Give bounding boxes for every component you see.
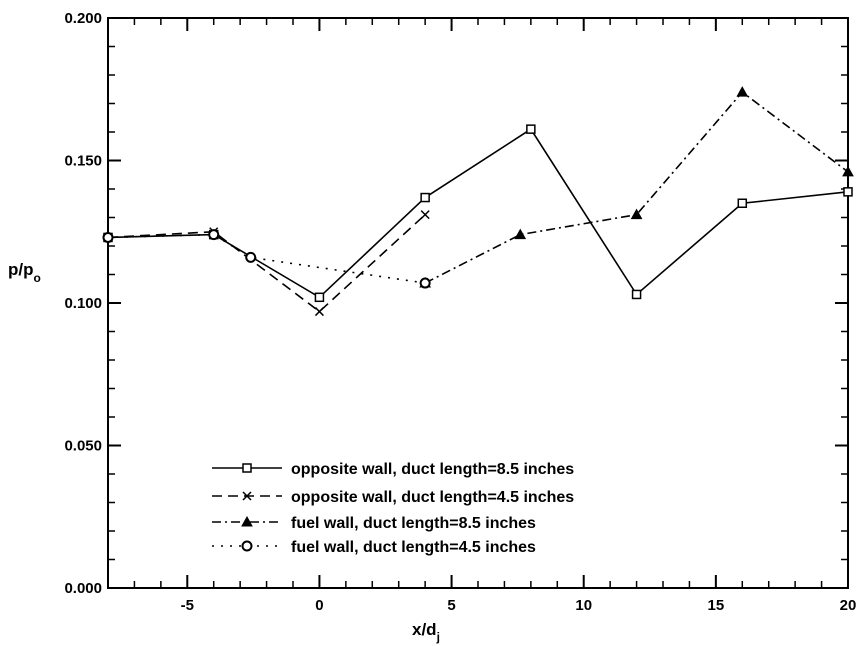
circle-marker — [419, 277, 431, 289]
legend-label: opposite wall, duct length=4.5 inches — [291, 489, 574, 506]
x-marker-stroke — [420, 210, 430, 220]
y-axis-label-subscript: o — [34, 271, 41, 285]
square-marker — [526, 124, 536, 134]
square-marker — [737, 198, 748, 208]
triangle-marker — [514, 228, 527, 240]
y-tick-label: 0.200 — [64, 10, 102, 27]
legend-label: opposite wall, duct length=8.5 inches — [291, 461, 574, 478]
triangle-marker — [630, 208, 643, 220]
triangle-marker — [842, 165, 854, 177]
x-tick-label: 20 — [840, 597, 857, 614]
x-axis-label-subscript: j — [436, 630, 440, 644]
legend-item-1: opposite wall, duct length=8.5 inches — [212, 461, 574, 478]
data-series — [102, 86, 854, 317]
square-marker — [843, 187, 853, 197]
x-axis-label: x/dj — [412, 620, 440, 644]
circle-marker — [241, 540, 253, 552]
triangle-marker — [241, 515, 253, 527]
square-marker — [631, 289, 642, 300]
y-tick-label: 0.150 — [64, 153, 102, 170]
circle-marker — [102, 231, 114, 243]
y-tick-label: 0.100 — [64, 295, 102, 312]
series-4 — [102, 229, 431, 289]
x-marker-stroke — [314, 307, 324, 317]
x-marker-stroke — [242, 491, 252, 501]
square-marker — [314, 292, 325, 303]
y-tick-label: 0.000 — [64, 580, 102, 597]
x-marker — [314, 307, 324, 317]
square-marker — [420, 192, 430, 203]
y-axis-label: p/po — [8, 260, 41, 285]
series-line — [107, 214, 426, 313]
x-tick-label: 5 — [447, 597, 455, 614]
legend-item-2: opposite wall, duct length=4.5 inches — [212, 489, 574, 506]
legend-label: fuel wall, duct length=8.5 inches — [291, 515, 536, 532]
legend-item-3: fuel wall, duct length=8.5 inches — [212, 515, 536, 532]
legend-item-4: fuel wall, duct length=4.5 inches — [212, 539, 536, 556]
y-tick-label: 0.050 — [64, 438, 102, 455]
circle-marker — [245, 251, 257, 263]
square-marker — [242, 463, 252, 473]
y-axis-label-main: p/p — [8, 260, 34, 279]
series-line — [424, 91, 849, 284]
x-tick-label: -5 — [181, 597, 194, 614]
legend: opposite wall, duct length=8.5 inches opp… — [212, 461, 574, 556]
x-axis-label-main: x/d — [412, 620, 437, 639]
triangle-marker — [736, 86, 749, 97]
series-line — [107, 233, 426, 284]
axes: 0.000 0.050 0.100 0.150 0.200 -5 0 5 10 15 20 — [64, 10, 856, 614]
circle-marker — [208, 229, 220, 241]
x-tick-label: 15 — [708, 597, 725, 614]
x-marker — [420, 210, 430, 220]
x-marker — [242, 491, 252, 501]
legend-label: fuel wall, duct length=4.5 inches — [291, 539, 536, 556]
x-tick-label: 10 — [575, 597, 592, 614]
x-tick-label: 0 — [315, 597, 323, 614]
